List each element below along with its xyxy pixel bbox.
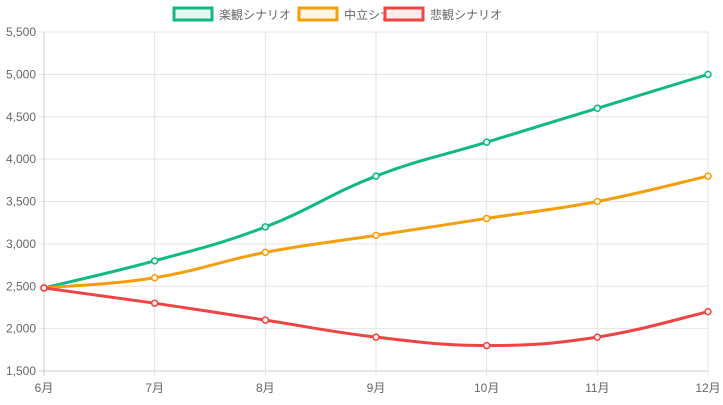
data-point (261, 223, 270, 231)
data-point (372, 231, 380, 240)
y-tick-label: 2,500 (6, 279, 36, 293)
data-point (704, 307, 712, 316)
data-point (593, 197, 602, 206)
legend-label: 悲観シナリオ (430, 7, 502, 22)
legend: 楽観シナリオ 中立シナリオ 悲観シナリオ (172, 6, 502, 22)
data-point (150, 274, 159, 282)
x-tick-label: 6月 (35, 381, 54, 395)
legend-swatch (297, 6, 339, 22)
data-point (372, 172, 380, 180)
axes: 1,500 2,000 2,500 3,000 3,500 4,000 4,500 5,000… (6, 25, 721, 395)
data-point (482, 341, 491, 350)
x-tick-label: 12月 (695, 381, 720, 395)
data-point (261, 248, 270, 257)
data-point (40, 284, 48, 292)
y-tick-label: 2,000 (6, 322, 36, 336)
x-tick-label: 7月 (145, 381, 164, 395)
grid (39, 31, 709, 376)
data-point (150, 299, 159, 307)
y-tick-label: 4,500 (6, 110, 36, 124)
y-tick-label: 3,000 (6, 237, 36, 251)
legend-label: 楽観シナリオ (219, 8, 291, 22)
data-point (593, 333, 602, 341)
data-point (372, 333, 380, 341)
y-tick-label: 5,000 (6, 67, 36, 81)
data-point (704, 172, 712, 180)
data-point (482, 138, 491, 146)
y-tick-label: 5,500 (6, 25, 36, 39)
legend-swatch (172, 6, 214, 22)
data-point (704, 70, 712, 79)
data-point (593, 104, 602, 113)
data-point (482, 214, 491, 223)
x-tick-label: 11月 (585, 381, 609, 395)
legend-swatch (383, 6, 425, 22)
x-tick-label: 9月 (367, 381, 386, 395)
x-tick-label: 10月 (474, 381, 499, 395)
y-tick-label: 4,000 (6, 152, 36, 166)
data-point (150, 257, 159, 265)
data-point (261, 316, 270, 324)
y-tick-label: 3,500 (6, 195, 36, 209)
y-tick-label: 1,500 (6, 364, 36, 378)
x-tick-label: 8月 (256, 381, 275, 395)
series-lines (40, 70, 712, 350)
